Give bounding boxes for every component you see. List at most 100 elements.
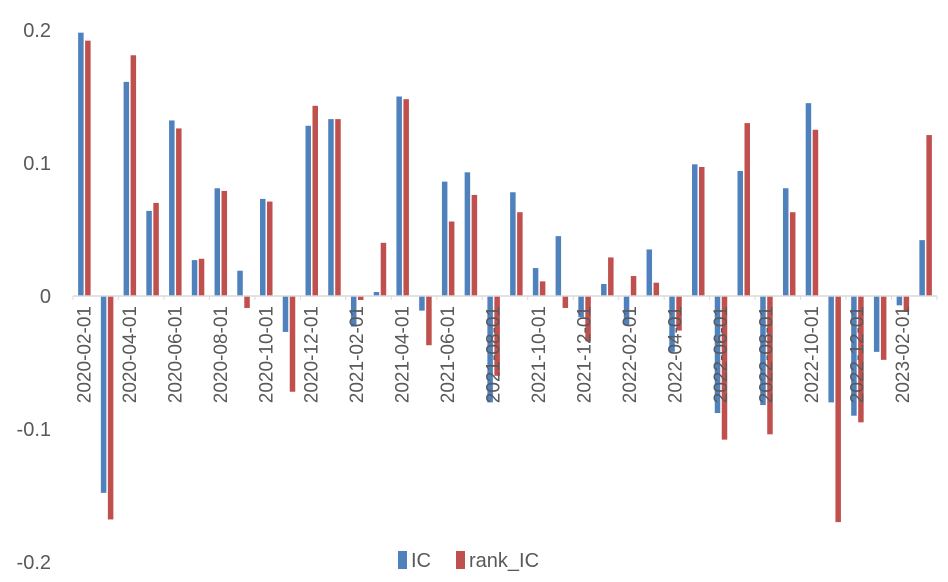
x-tick-label: 2020-04-01 xyxy=(120,306,141,403)
x-tick-label: 2020-06-01 xyxy=(165,306,186,403)
bar-rank-ic xyxy=(357,296,364,300)
x-tick-label: 2021-06-01 xyxy=(438,306,459,403)
bar-ic xyxy=(350,296,357,327)
bar-rank-ic xyxy=(676,296,682,331)
y-axis-labels: 0.2 0.1 0 -0.1 -0.2 xyxy=(17,20,51,574)
bar-rank-ic xyxy=(699,166,705,296)
bar-ic xyxy=(510,192,516,296)
bar-rank-ic xyxy=(335,119,341,296)
bar-ic xyxy=(828,296,834,403)
bar-rank-ic xyxy=(85,40,91,296)
bar-ic xyxy=(328,119,334,296)
x-axis-labels: 2020-02-01 2020-04-01 2020-06-01 2020-08-01… xyxy=(74,306,914,403)
bar-rank-ic xyxy=(267,201,273,296)
bar-ic xyxy=(146,210,152,296)
bar-ic xyxy=(873,296,880,352)
bar-rank-ic xyxy=(903,296,910,312)
bar-rank-ic xyxy=(812,129,819,296)
bar-ic xyxy=(646,249,653,296)
bar-ic xyxy=(919,240,925,296)
bar-ic xyxy=(487,296,493,403)
bar-rank-ic xyxy=(244,296,250,308)
bar-ic xyxy=(100,296,107,493)
bar-rank-ic xyxy=(221,190,228,296)
x-tick-label: 2021-10-01 xyxy=(529,306,550,403)
bar-ic xyxy=(305,125,311,296)
bar-ic xyxy=(760,296,766,406)
bar-ic xyxy=(191,260,198,296)
x-tick-label: 2022-12-01 xyxy=(847,306,868,403)
x-tick-label: 2022-10-01 xyxy=(802,306,823,403)
x-tick-label: 2021-08-01 xyxy=(484,306,505,403)
bar-ic xyxy=(282,296,289,332)
bar-rank-ic xyxy=(403,99,409,296)
bar-rank-ic xyxy=(858,296,864,423)
bar-rank-ic xyxy=(380,242,387,296)
bar-rank-ic xyxy=(107,296,114,520)
bar-rank-ic xyxy=(835,296,841,523)
bar-rank-ic xyxy=(585,296,591,342)
bar-rank-ic xyxy=(448,221,455,296)
legend-label-ic: IC xyxy=(411,550,431,572)
x-tick-label: 2023-02-01 xyxy=(893,306,914,403)
legend-swatch-ic xyxy=(398,551,407,569)
y-tick-label: 0 xyxy=(40,286,51,308)
bar-rank-ic xyxy=(494,296,500,376)
x-tick-label: 2020-02-01 xyxy=(74,306,95,403)
bar-rank-ic xyxy=(789,212,796,296)
legend: IC rank_IC xyxy=(398,550,539,572)
x-tick-label: 2022-08-01 xyxy=(756,306,777,403)
bar-rank-ic xyxy=(517,212,523,296)
x-tick-label: 2022-02-01 xyxy=(620,306,641,403)
y-tick-label: 0.2 xyxy=(23,20,51,42)
bar-ic xyxy=(623,296,630,326)
bar-rank-ic xyxy=(562,296,569,308)
bar-ic xyxy=(532,268,539,296)
bar-ic xyxy=(373,292,380,296)
legend-label-rank-ic: rank_IC xyxy=(469,550,539,572)
bar-ic xyxy=(555,236,562,296)
x-tick-label: 2021-12-01 xyxy=(575,306,596,403)
bar-rank-ic xyxy=(653,282,660,296)
x-tick-label: 2020-10-01 xyxy=(256,306,277,403)
bar-rank-ic xyxy=(471,194,478,296)
bar-rank-ic xyxy=(153,202,159,296)
bar-ic xyxy=(123,81,130,297)
bar-ic xyxy=(578,296,584,318)
bar-rank-ic xyxy=(130,55,137,296)
bar-ic xyxy=(214,188,221,296)
bar-ic xyxy=(669,296,675,352)
bar-rank-ic xyxy=(630,276,637,296)
x-tick-label: 2021-04-01 xyxy=(393,306,414,403)
bar-ic xyxy=(464,172,471,296)
bar-rank-ic xyxy=(176,128,182,296)
bar-ic xyxy=(396,96,402,296)
y-tick-label: -0.2 xyxy=(17,552,51,574)
bar-rank-ic xyxy=(312,105,318,296)
legend-swatch-rank-ic xyxy=(456,551,465,569)
bar-rank-ic xyxy=(198,258,205,296)
bars xyxy=(78,32,932,523)
bar-ic xyxy=(782,188,789,296)
bar-rank-ic xyxy=(608,257,614,296)
bar-rank-ic xyxy=(539,281,546,296)
bar-ic xyxy=(441,181,448,296)
bar-ic xyxy=(78,32,84,296)
x-tick-label: 2021-02-01 xyxy=(347,306,368,403)
bar-ic xyxy=(805,103,812,297)
y-tick-label: 0.1 xyxy=(23,153,51,175)
bar-ic xyxy=(601,284,607,296)
bar-ic xyxy=(714,296,721,414)
bar-rank-ic xyxy=(744,123,750,296)
bar-ic xyxy=(169,120,175,296)
x-tick-label: 2022-04-01 xyxy=(666,306,687,403)
bar-ic xyxy=(237,270,243,296)
bar-ic xyxy=(896,296,903,306)
bar-ic xyxy=(260,198,266,296)
bar-ic xyxy=(737,170,743,296)
bar-rank-ic xyxy=(880,296,887,360)
bar-ic xyxy=(851,296,857,416)
x-axis-ticks xyxy=(72,296,938,300)
y-tick-label: -0.1 xyxy=(17,419,51,441)
